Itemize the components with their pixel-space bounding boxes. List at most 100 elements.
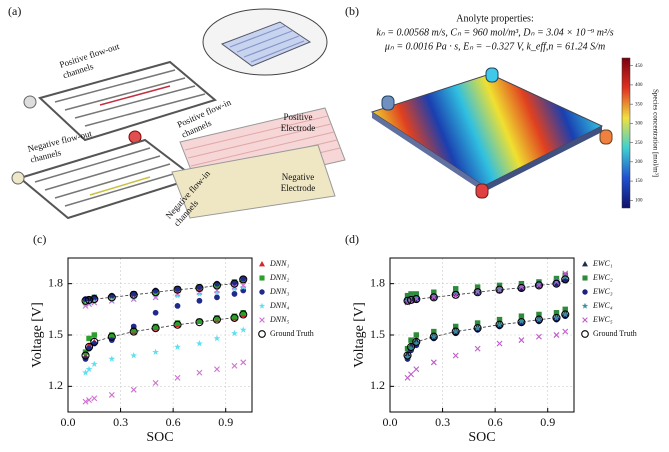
point	[452, 292, 459, 299]
point	[196, 289, 203, 296]
colorbar-tick-label: 400	[635, 83, 643, 88]
point	[239, 326, 247, 333]
y-axis-label: Voltage [V]	[352, 302, 367, 367]
point	[517, 283, 526, 293]
point	[496, 321, 503, 328]
point	[518, 313, 525, 319]
colorbar-tick-label: 350	[635, 102, 643, 107]
point	[496, 316, 503, 323]
point	[214, 294, 220, 301]
point	[518, 337, 525, 344]
point	[230, 279, 239, 288]
point	[231, 313, 238, 319]
point	[536, 333, 542, 340]
point	[81, 351, 90, 360]
point	[108, 391, 115, 398]
panel-label: (a)	[8, 4, 21, 18]
point	[86, 397, 92, 403]
point	[408, 371, 414, 378]
point	[240, 275, 247, 282]
point	[406, 295, 416, 304]
point	[152, 348, 159, 355]
legend-label: EWC₃	[592, 287, 613, 296]
point	[412, 340, 420, 347]
point	[240, 282, 247, 289]
charts: (c) 0.0 0.3 0.6 0.9 1.2 1.5 1.8 SOC Voltage [V] DN…	[30, 232, 637, 445]
point	[561, 273, 569, 280]
property-line: kₙ = 0.00568 m/s, Cₙ = 960 mol/m³, Dₙ = …	[376, 27, 613, 38]
point	[518, 317, 525, 325]
callout-line: Electrode	[281, 123, 315, 133]
point	[196, 369, 203, 376]
point	[213, 334, 221, 342]
legend-marker	[582, 289, 588, 295]
point	[404, 353, 411, 361]
point	[552, 279, 561, 288]
point	[91, 332, 98, 338]
point	[534, 315, 544, 324]
legend-label: EWC₅	[592, 315, 613, 324]
point	[452, 328, 460, 335]
point	[230, 313, 239, 322]
point	[174, 343, 181, 350]
point	[430, 294, 437, 301]
point	[474, 289, 481, 296]
point	[109, 332, 115, 338]
x-tick-label: 0.0	[383, 415, 398, 429]
point	[561, 310, 570, 319]
point	[231, 362, 238, 369]
trend-line	[85, 314, 244, 356]
legend-label: DNN₃	[269, 287, 289, 296]
legend-marker	[259, 317, 265, 323]
callout-label: Positive Electrode	[281, 112, 315, 133]
point	[240, 310, 246, 316]
point	[173, 285, 182, 294]
point	[174, 290, 181, 297]
point	[90, 360, 98, 367]
x-axis-label: SOC	[146, 430, 173, 445]
point	[107, 332, 116, 341]
point	[561, 310, 569, 318]
point	[452, 323, 459, 330]
legend-marker	[259, 275, 265, 281]
callout-label: Negative flow-outchannels	[27, 128, 96, 164]
x-tick-label: 0.0	[61, 415, 76, 429]
point	[239, 310, 248, 319]
point	[214, 315, 220, 321]
colorbar-tick-label: 200	[635, 160, 643, 165]
point	[496, 340, 503, 347]
colorbar-tick-label: 150	[635, 179, 643, 184]
point	[413, 332, 420, 338]
plot-frame	[389, 257, 575, 413]
x-tick-label: 0.6	[488, 415, 503, 429]
panel-a-drawing	[11, 8, 346, 220]
colorbar-ticks: 100 150 200 250 300 350 400 450	[630, 64, 643, 203]
colorbar-tick-label: 450	[635, 64, 643, 69]
point	[431, 328, 437, 335]
x-tick-label: 0.3	[435, 415, 450, 429]
point	[535, 280, 543, 287]
point	[452, 288, 460, 296]
point	[474, 324, 481, 331]
point	[403, 296, 412, 305]
point	[174, 374, 181, 381]
point	[495, 320, 504, 329]
point	[407, 345, 415, 352]
point	[412, 293, 420, 301]
point	[561, 275, 570, 284]
point	[212, 315, 222, 324]
point	[152, 379, 159, 386]
point	[231, 329, 238, 337]
point	[130, 352, 138, 359]
legend-label: EWC₂	[592, 273, 613, 282]
point	[413, 366, 420, 373]
point	[553, 310, 560, 316]
y-axis-label: Voltage [V]	[30, 302, 45, 367]
legend-label: DNN₄	[269, 301, 289, 310]
y-tick-label: 1.8	[48, 275, 63, 289]
point	[174, 292, 181, 299]
legend-label: DNN₅	[269, 315, 289, 324]
point	[562, 306, 568, 313]
point	[86, 335, 92, 342]
